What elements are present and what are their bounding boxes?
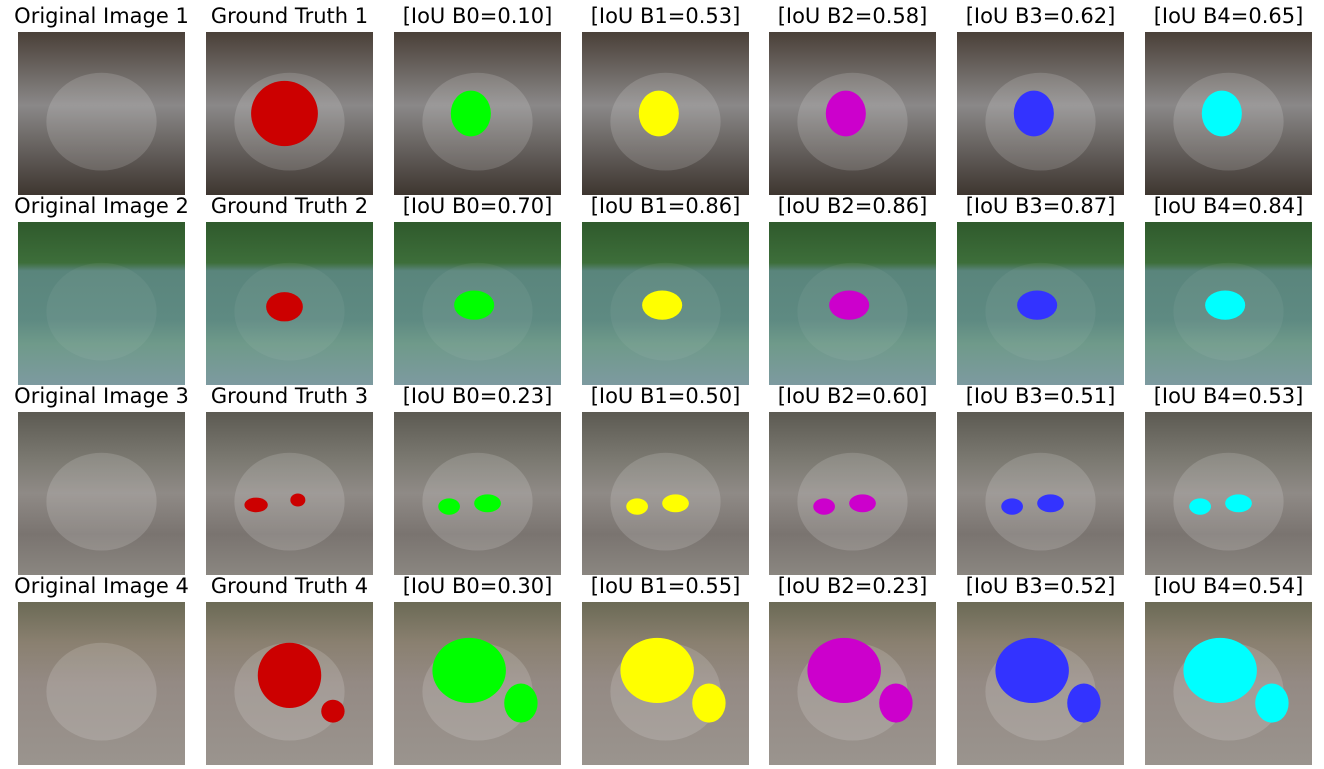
ground-truth-mask bbox=[258, 643, 321, 708]
panel-title: [IoU B4=0.53] bbox=[1154, 384, 1304, 408]
ground-truth-mask bbox=[266, 292, 303, 321]
prediction-mask bbox=[813, 498, 835, 514]
prediction-mask bbox=[1225, 494, 1252, 512]
panel-title: Original Image 4 bbox=[14, 574, 189, 598]
panel-title: [IoU B4=0.54] bbox=[1154, 574, 1304, 598]
prediction-mask bbox=[692, 684, 725, 723]
panel-title: [IoU B3=0.87] bbox=[966, 194, 1116, 218]
prediction-mask bbox=[620, 638, 693, 703]
prediction-mask bbox=[1001, 498, 1023, 514]
panel-title: Ground Truth 2 bbox=[211, 194, 368, 218]
prediction-mask bbox=[995, 638, 1068, 703]
panel-title: [IoU B1=0.55] bbox=[591, 574, 741, 598]
figure: Original Image 1 Ground Truth 1 [IoU B0=0.… bbox=[0, 0, 1324, 769]
panel-title: [IoU B3=0.62] bbox=[966, 4, 1116, 28]
prediction-mask bbox=[626, 498, 648, 514]
panel-title: [IoU B2=0.23] bbox=[778, 574, 928, 598]
panel-title: [IoU B2=0.60] bbox=[778, 384, 928, 408]
panel-title: Ground Truth 1 bbox=[211, 4, 368, 28]
photo-detail bbox=[46, 263, 156, 361]
prediction-mask bbox=[1255, 684, 1288, 723]
prediction-mask bbox=[642, 290, 682, 319]
panel-title: [IoU B0=0.23] bbox=[403, 384, 553, 408]
prediction-mask bbox=[454, 290, 494, 319]
prediction-mask bbox=[826, 91, 866, 137]
panel-title: Original Image 1 bbox=[14, 4, 189, 28]
panel-title: [IoU B4=0.65] bbox=[1154, 4, 1304, 28]
photo-detail bbox=[46, 643, 156, 741]
prediction-mask bbox=[807, 638, 880, 703]
prediction-mask bbox=[662, 494, 689, 512]
panel-title: Ground Truth 4 bbox=[211, 574, 368, 598]
photo-detail bbox=[46, 453, 156, 551]
prediction-mask bbox=[474, 494, 501, 512]
prediction-mask bbox=[1014, 91, 1054, 137]
ground-truth-mask bbox=[290, 494, 305, 507]
panel-title: [IoU B2=0.58] bbox=[778, 4, 928, 28]
ground-truth-mask bbox=[244, 498, 267, 513]
panel-title: Original Image 2 bbox=[14, 194, 189, 218]
panel-title: Ground Truth 3 bbox=[211, 384, 368, 408]
prediction-mask bbox=[639, 91, 679, 137]
page: Original Image 1 Ground Truth 1 [IoU B0=0.… bbox=[0, 0, 1324, 769]
prediction-mask bbox=[504, 684, 537, 723]
panel-title: [IoU B1=0.86] bbox=[591, 194, 741, 218]
photo-detail bbox=[46, 73, 156, 171]
prediction-mask bbox=[879, 684, 912, 723]
panel-title: [IoU B1=0.50] bbox=[591, 384, 741, 408]
prediction-mask bbox=[1202, 91, 1242, 137]
prediction-mask bbox=[1205, 290, 1245, 319]
prediction-mask bbox=[1037, 494, 1064, 512]
ground-truth-mask bbox=[251, 81, 318, 146]
panel-title: [IoU B1=0.53] bbox=[591, 4, 741, 28]
panel-title: [IoU B0=0.10] bbox=[403, 4, 553, 28]
panel-title: [IoU B0=0.30] bbox=[403, 574, 553, 598]
panel-title: [IoU B2=0.86] bbox=[778, 194, 928, 218]
ground-truth-mask bbox=[321, 700, 344, 723]
panel-title: [IoU B3=0.51] bbox=[966, 384, 1116, 408]
prediction-mask bbox=[432, 638, 505, 703]
prediction-mask bbox=[438, 498, 460, 514]
prediction-mask bbox=[1017, 290, 1057, 319]
prediction-mask bbox=[1183, 638, 1256, 703]
panel-title: [IoU B0=0.70] bbox=[403, 194, 553, 218]
prediction-mask bbox=[829, 290, 869, 319]
prediction-mask bbox=[451, 91, 491, 137]
panel-title: Original Image 3 bbox=[14, 384, 189, 408]
prediction-mask bbox=[1189, 498, 1211, 514]
prediction-mask bbox=[1067, 684, 1100, 723]
prediction-mask bbox=[849, 494, 876, 512]
panel-title: [IoU B4=0.84] bbox=[1154, 194, 1304, 218]
panel-title: [IoU B3=0.52] bbox=[966, 574, 1116, 598]
